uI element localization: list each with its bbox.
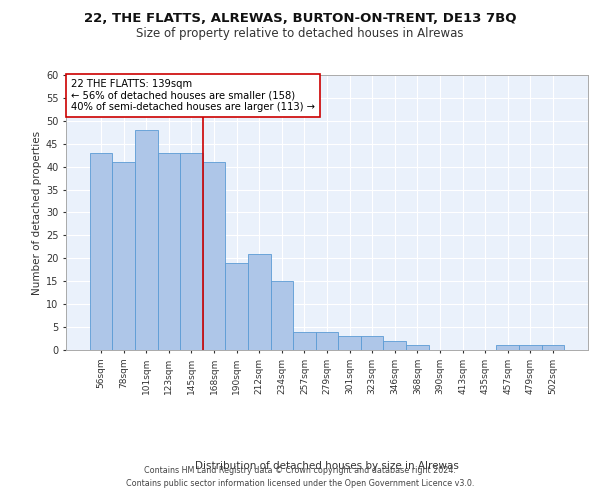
Bar bbox=[542, 346, 564, 350]
Bar bbox=[271, 281, 293, 350]
Bar bbox=[226, 263, 248, 350]
Bar bbox=[338, 336, 361, 350]
Bar bbox=[112, 162, 135, 350]
Bar bbox=[248, 254, 271, 350]
Bar bbox=[203, 162, 226, 350]
Text: Size of property relative to detached houses in Alrewas: Size of property relative to detached ho… bbox=[136, 28, 464, 40]
Bar bbox=[135, 130, 158, 350]
Bar bbox=[496, 346, 519, 350]
Bar bbox=[316, 332, 338, 350]
Bar bbox=[519, 346, 542, 350]
Bar bbox=[383, 341, 406, 350]
Bar bbox=[158, 153, 180, 350]
Bar bbox=[406, 346, 428, 350]
X-axis label: Distribution of detached houses by size in Alrewas: Distribution of detached houses by size … bbox=[195, 460, 459, 470]
Text: 22 THE FLATTS: 139sqm
← 56% of detached houses are smaller (158)
40% of semi-det: 22 THE FLATTS: 139sqm ← 56% of detached … bbox=[71, 79, 315, 112]
Y-axis label: Number of detached properties: Number of detached properties bbox=[32, 130, 41, 294]
Bar bbox=[361, 336, 383, 350]
Text: 22, THE FLATTS, ALREWAS, BURTON-ON-TRENT, DE13 7BQ: 22, THE FLATTS, ALREWAS, BURTON-ON-TRENT… bbox=[84, 12, 516, 26]
Bar bbox=[90, 153, 112, 350]
Bar bbox=[293, 332, 316, 350]
Text: Contains HM Land Registry data © Crown copyright and database right 2024.
Contai: Contains HM Land Registry data © Crown c… bbox=[126, 466, 474, 487]
Bar bbox=[180, 153, 203, 350]
